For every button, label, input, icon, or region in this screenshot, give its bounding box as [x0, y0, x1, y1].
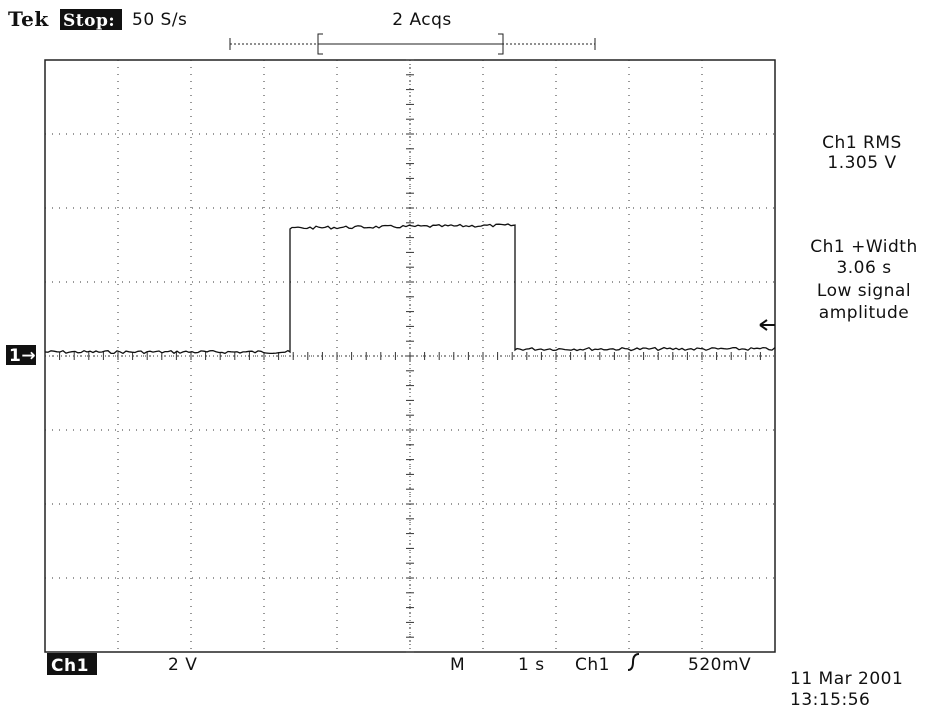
- status-box: [60, 9, 122, 30]
- trigger-level: 520mV: [688, 655, 751, 675]
- channel-marker: 1→: [9, 346, 36, 366]
- date: 11 Mar 2001: [790, 669, 903, 689]
- status: Stop:: [63, 11, 115, 31]
- measurement-value: 1.305 V: [827, 153, 896, 173]
- footer-channel: Ch1: [51, 656, 89, 676]
- trigger-level-marker: [759, 319, 775, 331]
- channel-marker-box: [6, 345, 36, 365]
- measurement-label: Ch1 RMS: [822, 133, 902, 153]
- time-per-div: 1 s: [518, 655, 545, 675]
- time: 13:15:56: [790, 690, 870, 710]
- brand: Tek: [8, 7, 49, 31]
- sample-rate: 50 S/s: [132, 10, 187, 30]
- measurement-note: amplitude: [819, 303, 909, 323]
- measurement-value: 3.06 s: [836, 258, 891, 278]
- measurement-note: Low signal: [817, 281, 911, 301]
- trigger-slope-icon: [627, 653, 640, 671]
- mode: M: [450, 655, 465, 675]
- acquisitions: 2 Acqs: [392, 10, 452, 30]
- record-bar: [229, 33, 596, 55]
- trigger-source: Ch1: [575, 655, 610, 675]
- footer-channel-box: [47, 653, 97, 675]
- graticule: [44, 59, 775, 653]
- measurement-label: Ch1 +Width: [810, 237, 918, 257]
- volts-per-div: 2 V: [168, 655, 197, 675]
- waveform: [44, 223, 776, 355]
